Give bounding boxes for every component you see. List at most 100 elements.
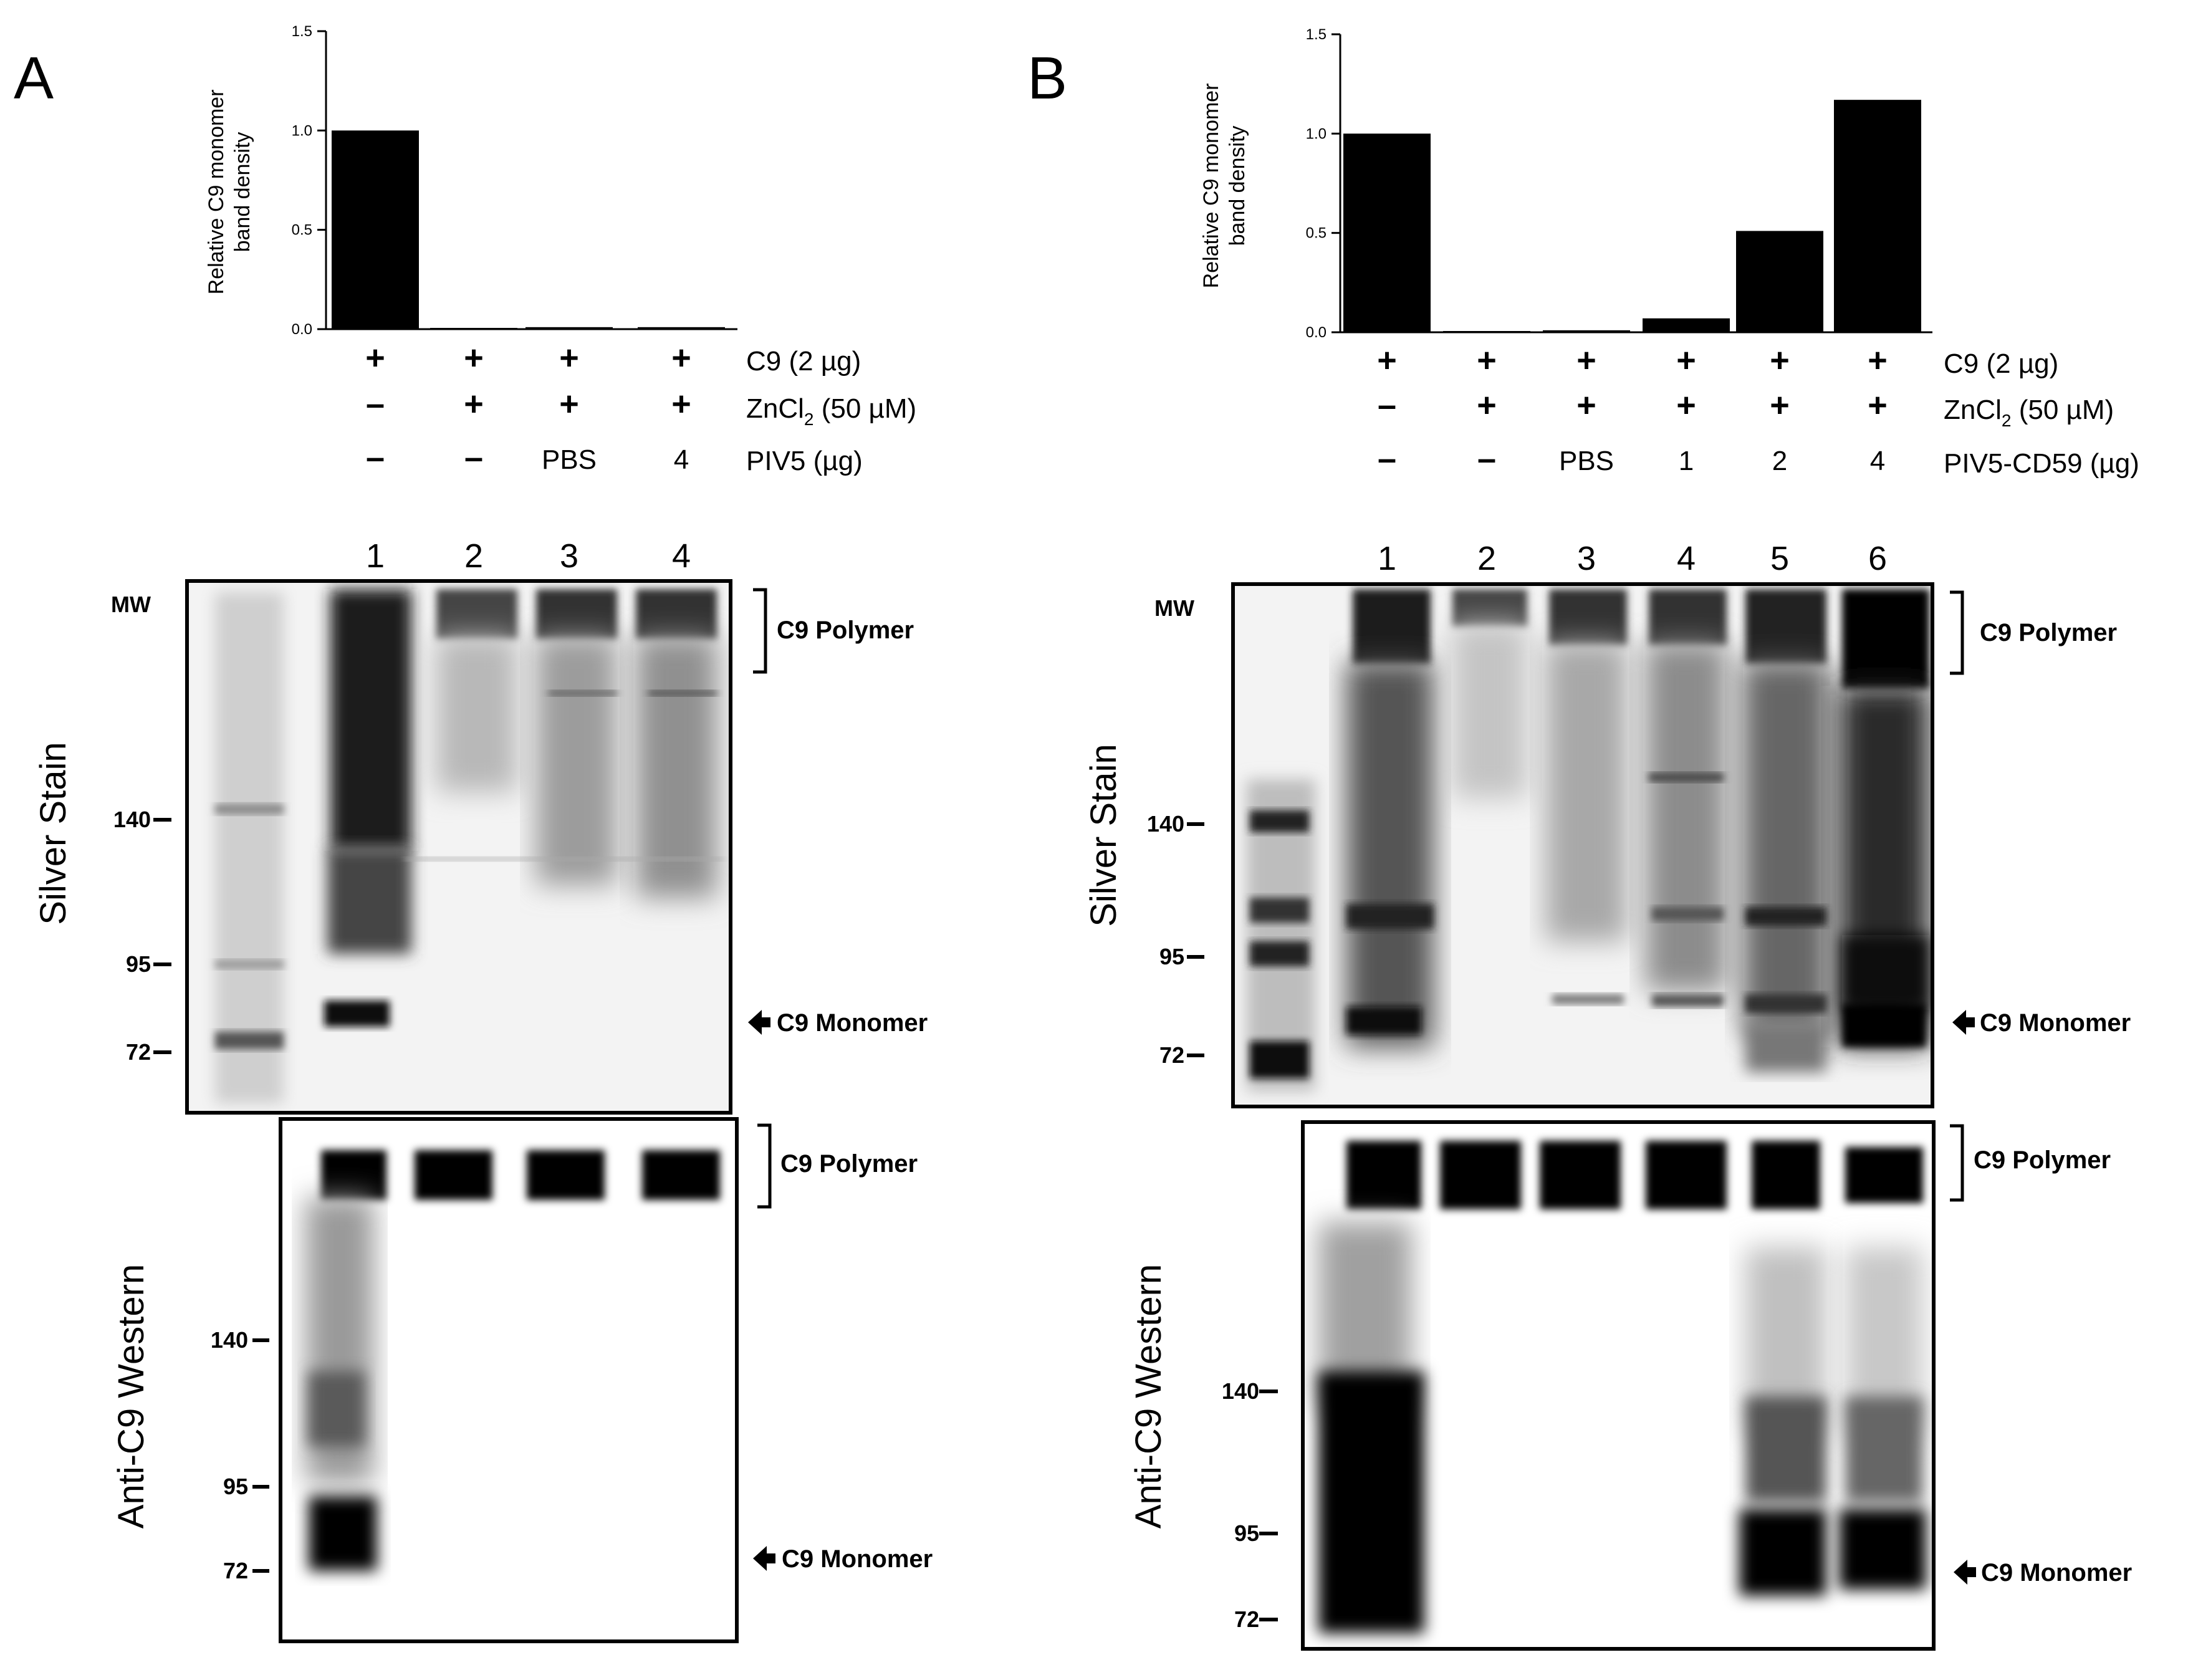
western-gel-a: Anti-C9 Western 140 95 72 C9 Polymer C9 Mo… xyxy=(111,1117,933,1643)
cond-b-row0-cell: + xyxy=(1770,342,1790,379)
lane-number-b: 2 xyxy=(1477,540,1496,577)
chart-b-ytick-label: 0.0 xyxy=(1306,324,1327,341)
chart-b-yticks: 0.0 0.5 1.0 1.5 xyxy=(1306,26,1340,341)
cond-b-label-piv5cd59: PIV5-CD59 (µg) xyxy=(1944,448,2139,479)
silver-polymer-bracket-a xyxy=(753,588,767,674)
cond-a-row0-cell: + xyxy=(559,339,579,377)
chart-b-bar xyxy=(1343,133,1431,333)
chart-a-yticks: 0.0 0.5 1.0 1.5 xyxy=(292,23,326,338)
cond-a-label-zncl2: ZnCl2 (50 µM) xyxy=(746,393,916,429)
chart-b-bar xyxy=(1443,331,1530,332)
cond-a-label-piv5: PIV5 (µg) xyxy=(746,446,863,476)
cond-b-row1-cell: – xyxy=(1378,386,1396,424)
western-polymer-label-b: C9 Polymer xyxy=(1974,1146,2111,1174)
conditions-b: + + + + + + – + + + + + – – PBS 1 2 4 C9 (2 µg) ZnCl2 (50… xyxy=(1377,342,2139,479)
cond-b-row0-cell: + xyxy=(1868,342,1888,379)
western-mw-marker-label: 140 xyxy=(211,1327,248,1353)
chart-a-bar xyxy=(332,130,419,330)
silver-monomer-label-b: C9 Monomer xyxy=(1980,1009,2131,1037)
lanes-b: 1 2 3 4 5 6 xyxy=(1378,540,1887,577)
cond-b-row0-cell: + xyxy=(1676,342,1696,379)
chart-a-ylabel-line2: band density xyxy=(231,132,254,252)
cond-b-row2-cell: 2 xyxy=(1772,446,1787,476)
chart-a-bar xyxy=(638,327,725,329)
silver-gel-b: Silver Stain MW xyxy=(1083,582,2131,1108)
silver-mw-marker-label: 95 xyxy=(126,951,151,977)
lane-number-b: 5 xyxy=(1770,540,1789,577)
chart-a-ytick-label: 1.5 xyxy=(292,23,312,40)
cond-a-row2-cell: – xyxy=(366,439,385,476)
western-mw-marker-label: 140 xyxy=(1222,1378,1259,1404)
panel-letter-a: A xyxy=(14,45,54,112)
lane-number-b: 3 xyxy=(1577,540,1596,577)
silver-polymer-label-b: C9 Polymer xyxy=(1980,619,2117,646)
chart-a: Relative C9 monomer band density 0.0 0.5 1… xyxy=(204,23,737,338)
chart-a-ytick-label: 0.5 xyxy=(292,222,312,239)
silver-mw-header-a: MW xyxy=(111,592,151,617)
lanes-a: 1 2 3 4 xyxy=(366,537,691,575)
chart-b: Relative C9 monomer band density 0.0 0.5 1… xyxy=(1199,26,1932,341)
western-monomer-label-b: C9 Monomer xyxy=(1981,1559,2132,1586)
chart-a-bars xyxy=(332,130,725,330)
cond-a-row0-cell: + xyxy=(464,339,484,377)
cond-a-row1-cell: + xyxy=(671,385,691,423)
conditions-a: + + + + – + + + – – PBS 4 C9 (2 µg) ZnCl2 (50 µM) P… xyxy=(365,339,916,476)
cond-b-row2-cell: – xyxy=(1477,440,1496,478)
silver-polymer-label-a: C9 Polymer xyxy=(777,617,914,644)
western-monomer-arrow-a xyxy=(753,1546,775,1571)
cond-a-row2-cell: PBS xyxy=(542,444,597,475)
cond-b-row1-cell: + xyxy=(1576,386,1596,424)
cond-b-row2-cell: 4 xyxy=(1870,446,1885,476)
panel-a: A Relative C9 monomer band density 0.0 0.… xyxy=(14,23,933,1643)
western-side-label-b: Anti-C9 Western xyxy=(1128,1264,1169,1529)
cond-a-row2-cell: – xyxy=(464,439,483,476)
chart-b-bars xyxy=(1343,100,1921,333)
silver-mw-marker-label: 140 xyxy=(113,807,151,832)
cond-b-row0-cell: + xyxy=(1377,342,1397,379)
cond-b-label-zncl2: ZnCl2 (50 µM) xyxy=(1944,395,2114,430)
cond-a-row1-cell: – xyxy=(366,385,385,423)
lane-number-a: 2 xyxy=(464,537,483,575)
cond-a-row1-cell: + xyxy=(559,385,579,423)
lane-number-b: 6 xyxy=(1868,540,1887,577)
cond-b-row1-cell: + xyxy=(1770,386,1790,424)
panel-letter-b: B xyxy=(1027,45,1067,112)
western-monomer-label-a: C9 Monomer xyxy=(782,1545,933,1573)
chart-a-ytick-label: 0.0 xyxy=(292,321,312,338)
silver-side-label-a: Silver Stain xyxy=(33,742,74,924)
cond-b-row2-cell: – xyxy=(1378,440,1396,478)
silver-monomer-label-a: C9 Monomer xyxy=(777,1009,928,1037)
western-side-label-a: Anti-C9 Western xyxy=(111,1264,151,1529)
lane-number-b: 1 xyxy=(1378,540,1396,577)
silver-mw-marker-label: 72 xyxy=(126,1039,151,1065)
silver-mw-marker-label: 72 xyxy=(1159,1042,1184,1068)
cond-b-row0-cell: + xyxy=(1477,342,1497,379)
western-mw-marker-label: 95 xyxy=(223,1474,248,1499)
silver-gel-a: Silver Stain MW xyxy=(33,579,928,1115)
cond-a-row0-cell: + xyxy=(365,339,385,377)
western-mw-marker-label: 72 xyxy=(1234,1606,1259,1632)
silver-mw-marker-label: 140 xyxy=(1147,811,1184,837)
chart-b-bar xyxy=(1736,231,1823,332)
silver-mw-marker-label: 95 xyxy=(1159,944,1184,969)
cond-a-row1-cell: + xyxy=(464,385,484,423)
lane-number-b: 4 xyxy=(1677,540,1696,577)
cond-a-row0-cell: + xyxy=(671,339,691,377)
western-monomer-arrow-b xyxy=(1954,1560,1976,1585)
cond-b-row1-cell: + xyxy=(1868,386,1888,424)
cond-b-row2-cell: PBS xyxy=(1559,446,1614,476)
lane-number-a: 3 xyxy=(560,537,578,575)
chart-b-ytick-label: 1.5 xyxy=(1306,26,1327,43)
cond-b-row2-cell: 1 xyxy=(1679,446,1694,476)
cond-a-label-c9: C9 (2 µg) xyxy=(746,346,861,377)
silver-side-label-b: Silver Stain xyxy=(1083,744,1124,926)
panel-b: B Relative C9 monomer band density 0.00.… xyxy=(1027,26,2139,1651)
cond-a-row2-cell: 4 xyxy=(674,444,689,475)
chart-a-ylabel-line1: Relative C9 monomer xyxy=(204,90,228,295)
cond-b-row0-cell: + xyxy=(1576,342,1596,379)
western-polymer-label-a: C9 Polymer xyxy=(780,1150,918,1178)
silver-monomer-arrow-b xyxy=(1952,1010,1975,1035)
cond-b-row1-cell: + xyxy=(1477,386,1497,424)
